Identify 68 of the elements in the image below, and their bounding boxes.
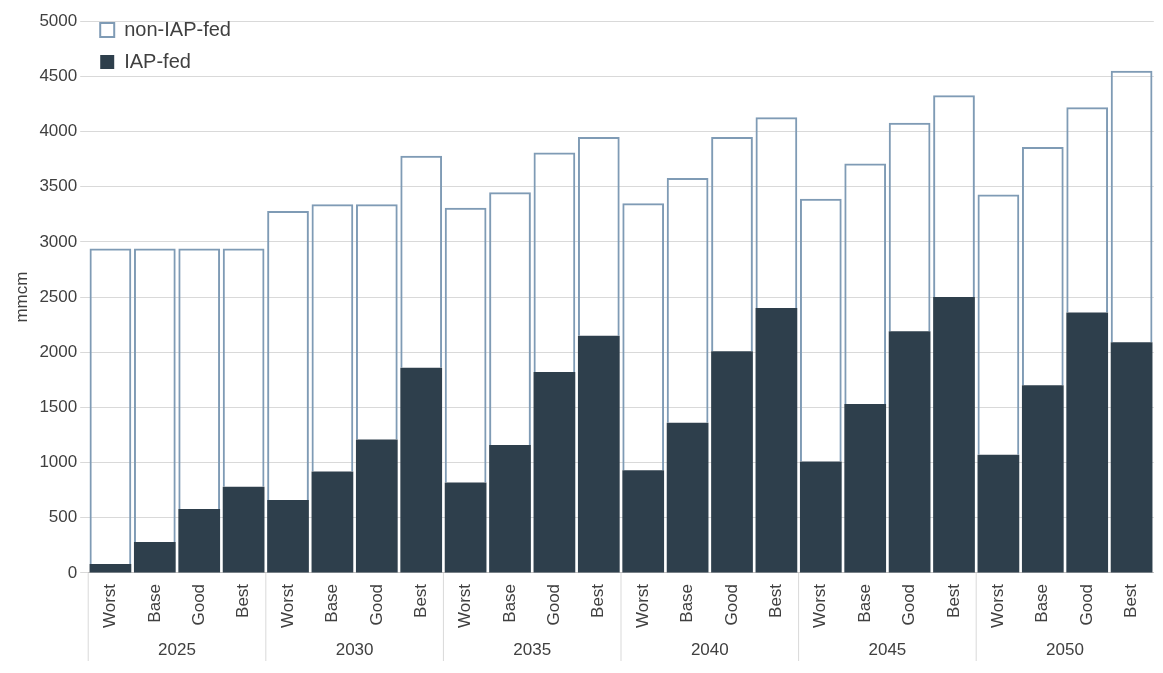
bar xyxy=(844,404,887,573)
y-tick-label: 1500 xyxy=(39,397,78,417)
text: 2040 xyxy=(690,640,729,659)
x-tick-label: Good xyxy=(1076,583,1096,626)
x-tick-label: Good xyxy=(188,583,208,626)
bar xyxy=(222,486,265,573)
text: 2025 xyxy=(158,640,196,659)
y-tick-label: 3500 xyxy=(39,176,78,196)
x-tick-label: Best xyxy=(588,583,608,618)
bar xyxy=(888,331,931,573)
x-tick-label: Worst xyxy=(100,583,120,628)
y-tick-label: 4500 xyxy=(39,66,78,86)
x-tick-label: Base xyxy=(1032,583,1052,623)
text: 2035 xyxy=(513,640,552,659)
bar xyxy=(311,471,354,573)
bar xyxy=(533,372,576,573)
x-tick-label: Good xyxy=(899,583,919,626)
x-tick-label: Worst xyxy=(632,583,652,628)
bar xyxy=(933,297,975,573)
y-tick-label: 2000 xyxy=(39,341,78,361)
y-axis-title: mmcm xyxy=(11,271,31,323)
bar xyxy=(133,542,176,573)
text: 2045 xyxy=(868,640,907,659)
bar xyxy=(89,564,132,573)
x-tick-label: Worst xyxy=(988,583,1008,628)
y-tick-label: 5000 xyxy=(39,10,78,30)
y-tick-label: 2500 xyxy=(39,286,78,306)
x-tick-label: Base xyxy=(322,583,342,623)
legend-label: IAP-fed xyxy=(124,49,191,72)
bar xyxy=(489,444,531,573)
x-tick-label: Worst xyxy=(277,583,297,628)
bar xyxy=(977,454,1020,573)
bar xyxy=(711,351,753,573)
y-tick-label: 1000 xyxy=(39,452,78,472)
y-tick-label: 3000 xyxy=(39,231,78,251)
x-tick-label: Worst xyxy=(810,583,830,628)
x-tick-label: Good xyxy=(366,583,386,626)
x-tick-label: Base xyxy=(144,583,164,623)
bar xyxy=(355,439,398,573)
bar xyxy=(1066,312,1109,573)
x-tick-label: Best xyxy=(943,583,963,618)
bar xyxy=(267,500,309,573)
bar xyxy=(622,470,665,573)
bar xyxy=(1110,342,1153,573)
bar xyxy=(577,335,620,573)
x-tick-label: Best xyxy=(233,583,253,618)
bar xyxy=(400,367,443,573)
bar xyxy=(755,308,798,573)
y-tick-label: 500 xyxy=(48,507,78,527)
x-tick-label: Base xyxy=(499,583,519,623)
bar xyxy=(666,422,709,573)
bar xyxy=(178,508,221,573)
text: 2050 xyxy=(1046,640,1084,659)
bar xyxy=(1021,385,1064,573)
legend-label: non-IAP-fed xyxy=(124,17,231,40)
x-tick-label: Good xyxy=(544,583,564,626)
x-tick-label: Base xyxy=(854,583,874,623)
text: 2030 xyxy=(335,640,374,659)
x-tick-label: Best xyxy=(410,583,430,618)
x-tick-label: Best xyxy=(766,583,786,618)
bar xyxy=(799,461,842,573)
x-tick-label: Best xyxy=(1121,583,1141,618)
y-tick-label: 0 xyxy=(67,562,78,582)
y-tick-label: 4000 xyxy=(39,121,78,141)
x-tick-label: Worst xyxy=(455,583,475,628)
bar xyxy=(444,482,487,573)
x-tick-label: Good xyxy=(721,583,741,626)
x-tick-label: Base xyxy=(677,583,697,623)
